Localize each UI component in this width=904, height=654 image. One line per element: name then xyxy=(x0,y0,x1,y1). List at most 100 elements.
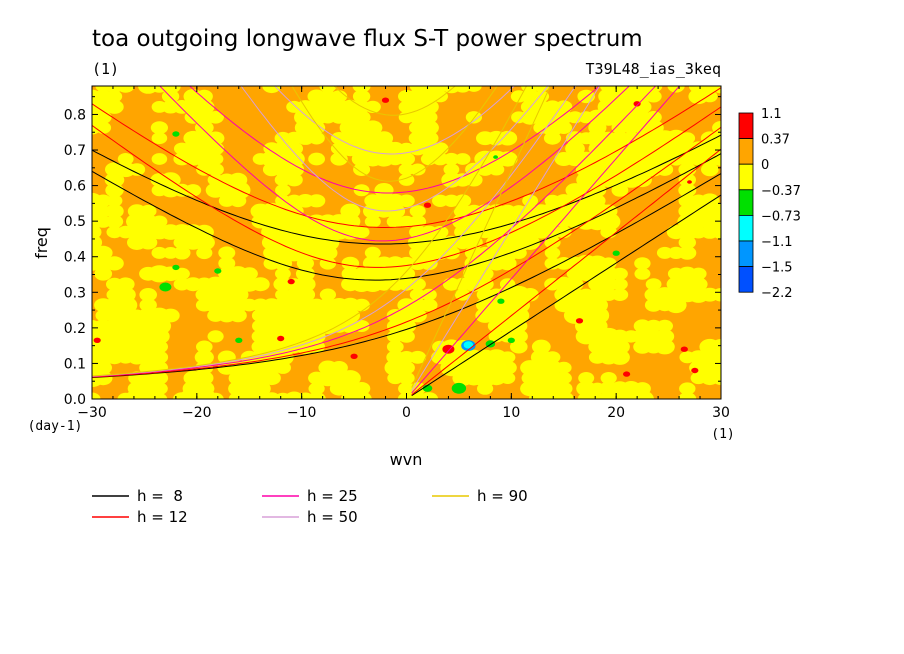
field-blob xyxy=(679,382,696,395)
field-blob xyxy=(533,86,550,92)
field-blob xyxy=(319,90,337,103)
x-tick-label: 0 xyxy=(402,405,411,421)
legend-label-h8: h = 8 xyxy=(137,487,183,505)
field-blob xyxy=(498,256,517,271)
field-blob xyxy=(151,132,168,145)
field-blob xyxy=(544,236,561,249)
field-blob xyxy=(352,89,371,103)
field-blob xyxy=(487,371,506,386)
y-tick-label: 0.8 xyxy=(64,107,86,123)
field-spot-red xyxy=(687,180,692,184)
field-blob xyxy=(711,152,721,166)
field-blob xyxy=(634,267,651,280)
field-blob xyxy=(353,226,370,239)
field-blob xyxy=(488,163,505,176)
field-blob xyxy=(442,246,460,260)
field-spot-green xyxy=(172,131,180,137)
legend-label-h12: h = 12 xyxy=(137,508,188,526)
colorbar-label: 0 xyxy=(761,158,769,173)
field-blob xyxy=(194,151,215,167)
colorbar-label: −2.2 xyxy=(761,286,793,301)
field-blob xyxy=(374,183,394,198)
field-blob xyxy=(352,382,371,396)
field-blob xyxy=(498,360,517,375)
field-blob xyxy=(194,350,214,365)
legend-label-h25: h = 25 xyxy=(307,487,358,505)
field-spot-red xyxy=(623,371,631,377)
field-blob xyxy=(421,288,437,301)
field-spot-red xyxy=(350,353,358,359)
field-blob xyxy=(151,215,168,228)
curve-h90-kelvin xyxy=(411,86,551,388)
field-blob xyxy=(151,153,168,165)
field-blob xyxy=(105,204,124,219)
field-blob xyxy=(600,257,617,270)
field-blob xyxy=(94,267,113,281)
field-blob xyxy=(364,246,381,259)
curve-h25-mrg xyxy=(92,86,657,378)
field-spot-green xyxy=(497,298,505,304)
field-blob xyxy=(398,194,415,208)
y-tick-label: 0.0 xyxy=(64,392,86,408)
colorbar-swatch xyxy=(738,240,754,268)
field-blob xyxy=(398,152,415,166)
field-blob xyxy=(520,235,540,250)
field-blob xyxy=(454,194,472,208)
field-blob xyxy=(295,276,316,292)
field-blob xyxy=(634,257,651,270)
field-blob xyxy=(386,215,404,229)
field-blob xyxy=(225,180,251,200)
field-blob xyxy=(114,296,138,314)
x-tick-label: 10 xyxy=(502,405,520,421)
colorbar-swatch xyxy=(738,112,754,140)
field-blob xyxy=(578,372,595,385)
field-blob xyxy=(419,89,439,104)
field-blob xyxy=(443,163,460,176)
field-blob xyxy=(678,183,697,198)
field-spot-green xyxy=(235,337,243,343)
colorbar-label: −0.73 xyxy=(761,209,801,224)
field-blob xyxy=(465,173,483,187)
colorbar: 1.1 0.37 0 −0.37 −0.73 −1.1 −1.5 −2.2 xyxy=(738,107,801,301)
field-blob xyxy=(555,372,572,385)
field-blob xyxy=(645,278,662,291)
field-blob xyxy=(656,319,673,333)
field-blob xyxy=(688,88,709,105)
field-spot-green xyxy=(172,264,180,271)
field-blob xyxy=(544,247,561,259)
colorbar-swatch xyxy=(738,266,754,293)
chart-title: toa outgoing longwave flux S-T power spe… xyxy=(92,26,643,52)
curve-group-h25 xyxy=(92,86,681,394)
field-blob xyxy=(556,361,572,374)
field-blob xyxy=(599,277,618,292)
field-blob xyxy=(419,392,439,399)
field-blob xyxy=(340,224,361,240)
field-blob xyxy=(93,245,113,260)
field-blob xyxy=(476,267,494,281)
field-blob xyxy=(116,86,135,93)
curve-h25-ig1 xyxy=(159,86,630,242)
field-blob xyxy=(555,121,572,134)
chart-subtitle-left: (1) xyxy=(92,60,119,78)
field-blob xyxy=(207,153,224,165)
field-spot-red xyxy=(277,335,285,342)
field-blob xyxy=(105,99,124,114)
field-blob xyxy=(385,203,406,219)
field-blob xyxy=(196,340,213,354)
field-blob xyxy=(712,288,721,302)
field-blob xyxy=(229,308,247,323)
field-blob xyxy=(555,100,573,114)
field-blob xyxy=(207,330,224,343)
field-blob xyxy=(553,391,574,399)
field-blob xyxy=(274,361,291,374)
field-blob xyxy=(150,340,168,354)
field-blob xyxy=(510,340,528,354)
field-spot-green xyxy=(612,250,620,256)
field-blob xyxy=(398,330,415,343)
y-tick-label: 0.7 xyxy=(64,143,86,159)
y-tick-label: 0.3 xyxy=(64,285,86,301)
colorbar-swatch xyxy=(738,163,754,191)
field-blob xyxy=(95,194,112,208)
field-blob xyxy=(308,152,325,166)
field-level-yellow xyxy=(92,86,721,399)
